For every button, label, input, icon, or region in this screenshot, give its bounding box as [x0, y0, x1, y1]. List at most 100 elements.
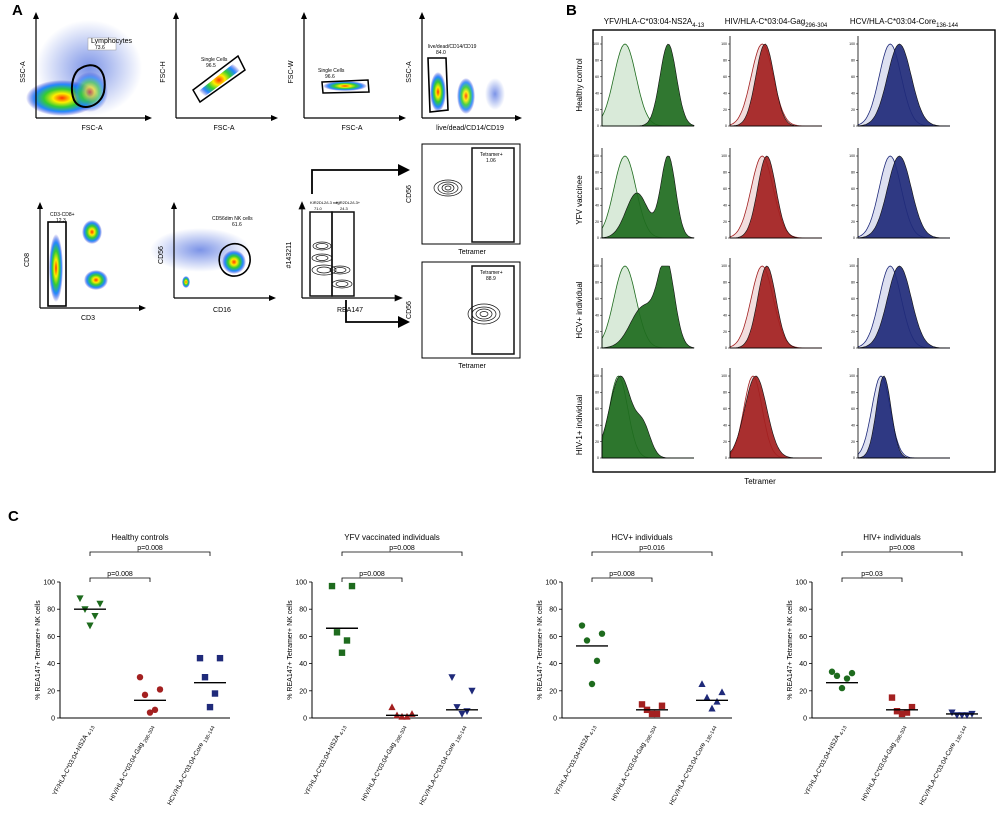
histogram-tick-label: 80	[595, 171, 599, 175]
flow-plot-9	[421, 261, 521, 359]
data-point	[388, 703, 396, 711]
panel-c-letter: C	[8, 508, 19, 525]
histogram-r2-c0: 100 80 60 40 20 0	[593, 258, 695, 350]
p-value-label: p=0.008	[107, 571, 133, 578]
histogram-tick-label: 40	[851, 423, 855, 427]
data-point	[598, 630, 606, 637]
dotplot-tick-label: 100	[795, 580, 807, 587]
panel-a-letter: A	[12, 2, 23, 19]
histogram-tick-label: 80	[723, 59, 727, 63]
significance-bracket	[841, 551, 963, 556]
data-point	[91, 613, 99, 620]
data-point	[588, 680, 596, 688]
dotplot-title: Healthy controls	[111, 533, 168, 542]
flow-plot-2-gate-value: 96.5	[206, 63, 216, 69]
data-point	[713, 697, 721, 705]
histogram-tick-label: 60	[723, 407, 727, 411]
dotplot-tick-label: 80	[549, 607, 557, 614]
data-point	[833, 672, 841, 680]
dotplot-tick-label: 80	[799, 607, 807, 614]
histogram-r2-c1: 100 80 60 40 20 0	[721, 258, 822, 350]
dotplot-tick-label: 100	[545, 580, 557, 587]
flow-plot-7-gate2-label: KIR2DL2/L3+	[336, 200, 361, 205]
histogram-tick-label: 80	[723, 171, 727, 175]
histogram-tick-label: 60	[595, 75, 599, 79]
p-value-label: p=0.008	[137, 545, 163, 552]
data-point	[448, 674, 456, 681]
dotplot-ylabel: % REA147+ Tetramer+ NK cells	[287, 600, 294, 700]
dotplot-tick-label: 60	[47, 634, 55, 641]
flow-plot-3	[301, 12, 406, 121]
significance-bracket	[89, 551, 211, 556]
panel-b-letter: B	[566, 2, 577, 19]
histogram-r3-c1: 100 80 60 40 20 0	[721, 368, 822, 460]
dotplot-tick-label: 20	[549, 688, 557, 695]
histogram-r3-c0: 100 80 60 40 20 0	[593, 368, 694, 460]
histogram-tick-label: 60	[851, 407, 855, 411]
flow-plot-8-gate-value: 1.06	[486, 158, 496, 164]
data-point	[141, 691, 149, 699]
flow-plot-6-gate-value: 61.6	[232, 222, 242, 228]
data-point	[96, 600, 104, 608]
histogram-tick-label: 80	[723, 391, 727, 395]
flow-plot-4-ylabel: SSC-A	[406, 61, 413, 83]
histogram-tick-label: 60	[723, 187, 727, 191]
dotplot-tick-label: 20	[799, 688, 807, 695]
histogram-sample	[601, 265, 695, 349]
histogram-tick-label: 100	[849, 42, 855, 46]
data-point	[403, 712, 411, 720]
histogram-tick-label: 100	[849, 264, 855, 268]
data-point	[206, 703, 214, 711]
histogram-tick-label: 40	[723, 423, 727, 427]
dotplot-category-label: HCV/HLA-C*03:04-Core 136-144	[668, 723, 718, 807]
data-point	[583, 637, 591, 644]
histogram-r0-c1: 100 80 60 40 20 0	[721, 36, 822, 128]
data-point	[468, 687, 476, 695]
histogram-r1-c2: 100 80 60 40 20 0	[849, 148, 950, 240]
histogram-sample	[857, 43, 950, 127]
histogram-sample	[857, 265, 950, 349]
dotplot-tick-label: 80	[47, 607, 55, 614]
data-point	[843, 675, 851, 682]
flow-plot-9-ylabel: CD56	[406, 301, 413, 319]
histogram-tick-label: 100	[849, 154, 855, 158]
histogram-tick-label: 0	[725, 236, 727, 240]
dotplot-category-label: HIV/HLA-C*03:04-Gag 296-304	[108, 723, 156, 803]
histogram-tick-label: 100	[593, 154, 599, 158]
data-point	[578, 622, 586, 629]
dotplot-tick-label: 20	[299, 688, 307, 695]
flow-plot-6-xlabel: CD16	[213, 307, 231, 314]
flow-plot-7-gate-value: 71.0	[314, 206, 323, 211]
dotplot-category-label: HCV/HLA-C*03:04-Core 136-144	[166, 723, 216, 807]
dotplot-2: HCV+ individuals % REA147+ Tetramer+ NK c…	[537, 533, 732, 807]
dotplot-ylabel: % REA147+ Tetramer+ NK cells	[35, 600, 42, 700]
data-point	[593, 657, 601, 665]
flow-plot-3-ylabel: FSC-W	[288, 60, 295, 83]
p-value-label: p=0.008	[609, 571, 635, 578]
data-point	[86, 622, 94, 630]
histogram-tick-label: 20	[851, 330, 855, 334]
histogram-tick-label: 40	[595, 313, 599, 317]
histogram-tick-label: 20	[595, 440, 599, 444]
histogram-tick-label: 20	[723, 330, 727, 334]
data-point	[196, 654, 204, 662]
dotplot-tick-label: 40	[549, 661, 557, 668]
histogram-sample	[601, 155, 695, 239]
dotplot-tick-label: 40	[299, 661, 307, 668]
flow-plot-8-gate-label: Tetramer+	[480, 152, 503, 158]
flow-plot-7	[298, 201, 403, 302]
data-point	[338, 649, 346, 656]
data-point	[638, 701, 646, 708]
p-value-label: p=0.016	[639, 545, 665, 552]
flow-plot-6-gate-label: CD56dim NK cells	[212, 216, 253, 222]
significance-bracket	[841, 577, 903, 582]
data-point	[653, 710, 661, 718]
data-point	[343, 637, 351, 644]
data-point	[698, 680, 706, 687]
data-point	[216, 654, 224, 662]
histogram-tick-label: 60	[595, 407, 599, 411]
dotplot-0: Healthy controls % REA147+ Tetramer+ NK c…	[35, 533, 230, 807]
histogram-r0-c0: 100 80 60 40 20 0	[593, 36, 695, 128]
